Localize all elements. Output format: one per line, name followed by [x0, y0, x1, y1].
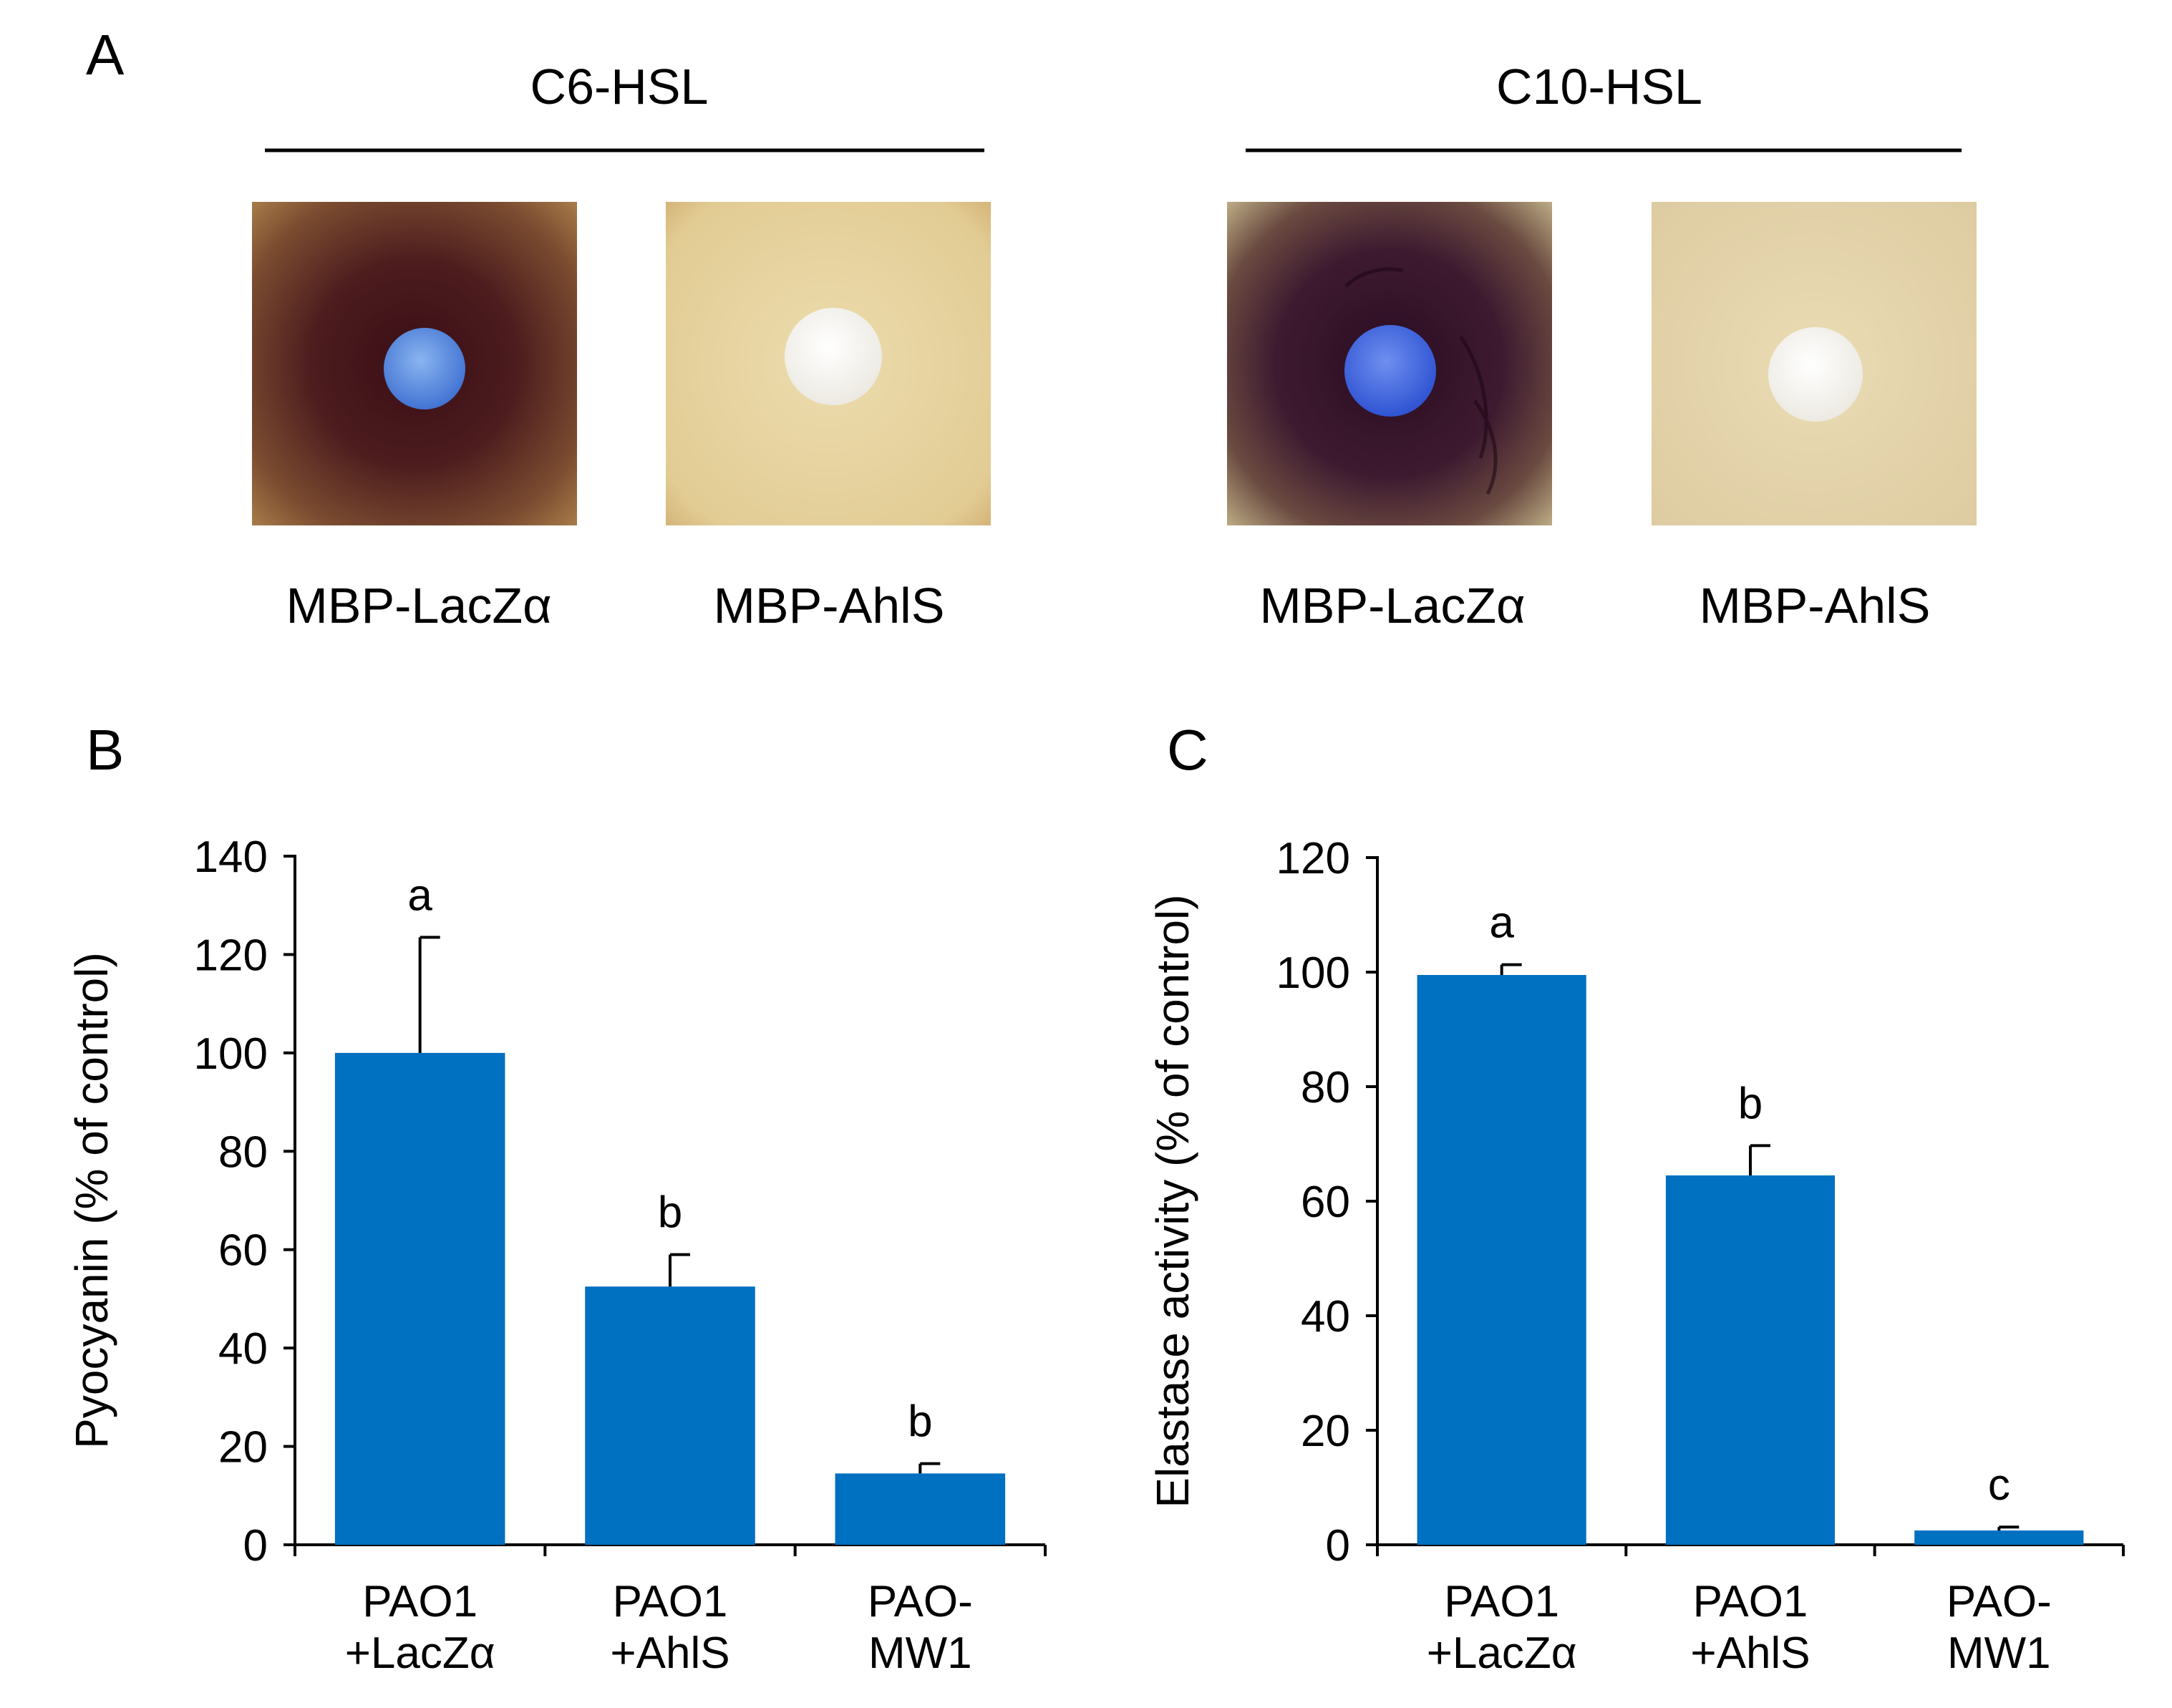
plate-label-c6-ahls: MBP-AhlS	[714, 578, 945, 634]
panel-a-label: A	[86, 23, 125, 87]
chart-c-bar-2	[1914, 1530, 2084, 1545]
chart-b-ytick-label-60: 60	[218, 1226, 268, 1276]
chart-c-ytick-label-0: 0	[1326, 1521, 1350, 1571]
chart-c-area: 0 20 40 60 80 100 120 Elastase activity (% of c…	[1147, 834, 2125, 1678]
chart-c-ytick-label-80: 80	[1301, 1063, 1350, 1112]
chart-b-ylabel: Pyocyanin (% of control)	[66, 952, 117, 1449]
chart-b-xcat-label-1-line2: +AhlS	[610, 1629, 729, 1678]
chart-c-bar-0	[1417, 975, 1586, 1545]
plate-label-c10-ahls: MBP-AhlS	[1700, 578, 1931, 634]
plate-c10-lacz-streaks	[1344, 267, 1498, 495]
chart-c-ytick-label-20: 20	[1301, 1407, 1350, 1456]
group-title-c6: C6-HSL	[530, 59, 709, 115]
chart-b-bar-0	[334, 1052, 505, 1545]
chart-c-sig-label-2: c	[1988, 1460, 2010, 1510]
chart-b-ytick-label-80: 80	[218, 1127, 268, 1177]
plate-c6-lacz	[252, 202, 577, 525]
chart-b-xcat-label-0-line2: +LacZα	[345, 1629, 495, 1678]
chart-c-xcat-label-2-line1: PAO-	[1946, 1577, 2052, 1626]
plate-c6-ahls-disc	[785, 308, 882, 405]
chart-c-xcat-label-1-line2: +AhlS	[1690, 1629, 1810, 1678]
chart-b-sig-label-0: a	[407, 870, 432, 920]
plate-c6-ahls	[666, 202, 991, 525]
group-c10-hsl: C10-HSL MBP-LacZα MBP-AhlS	[1227, 59, 1977, 634]
chart-c-sig-label-1: b	[1738, 1079, 1763, 1128]
chart-b-sig-label-1: b	[658, 1188, 682, 1238]
chart-c-ytick-label-40: 40	[1301, 1292, 1350, 1341]
plate-c10-lacz-disc	[1344, 325, 1436, 417]
chart-c-xcat-label-2-line2: MW1	[1947, 1629, 2051, 1678]
panel-b-chart: B 0 20 40 60 80 100 120 140 Pyocyanin (% of cont…	[66, 718, 1047, 1678]
chart-b-xcat-label-0-line1: PAO1	[362, 1577, 477, 1626]
chart-b-bar-1	[585, 1286, 755, 1545]
chart-c-ytick-label-120: 120	[1276, 834, 1350, 883]
chart-b-xcat-label-2-line2: MW1	[868, 1629, 972, 1678]
plate-label-c6-lacz: MBP-LacZα	[286, 578, 551, 634]
chart-b-ytick-label-120: 120	[194, 931, 268, 980]
plate-c10-ahls-disc	[1768, 327, 1863, 422]
chart-b-ytick-label-140: 140	[194, 833, 268, 882]
chart-c-bar-1	[1665, 1175, 1836, 1545]
plate-c6-lacz-disc	[384, 328, 465, 409]
panel-c-label: C	[1167, 718, 1208, 782]
plate-c10-ahls	[1652, 202, 1977, 525]
chart-c-ylabel: Elastase activity (% of control)	[1147, 894, 1198, 1508]
chart-b-xcat-label-2-line1: PAO-	[868, 1577, 973, 1626]
chart-c-sig-label-0: a	[1489, 898, 1514, 948]
chart-b-ytick-label-20: 20	[218, 1423, 268, 1472]
chart-b-sig-label-2: b	[908, 1397, 932, 1447]
plate-c10-lacz	[1227, 202, 1552, 525]
plate-label-c10-lacz: MBP-LacZα	[1259, 578, 1525, 634]
chart-b-ytick-label-100: 100	[194, 1029, 268, 1079]
chart-c-xcat-label-0-line2: +LacZα	[1427, 1629, 1577, 1678]
group-c6-hsl: C6-HSL MBP-LacZα MBP-AhlS	[252, 59, 991, 634]
chart-b-xcat-label-1-line1: PAO1	[613, 1577, 728, 1626]
panel-a: A C6-HSL MBP-LacZα MBP-AhlS C10-HSL	[86, 23, 1977, 634]
panel-c-chart: C 0 20 40 60 80 100 120 Elastase activity (% of…	[1147, 718, 2125, 1678]
chart-b-ytick-label-0: 0	[243, 1521, 268, 1571]
chart-b-area: 0 20 40 60 80 100 120 140 Pyocyanin (% of contro…	[66, 833, 1047, 1678]
chart-b-ytick-label-40: 40	[218, 1324, 268, 1374]
chart-c-xcat-label-0-line1: PAO1	[1444, 1577, 1559, 1626]
chart-c-ytick-label-60: 60	[1301, 1178, 1350, 1227]
chart-c-ytick-label-100: 100	[1276, 948, 1350, 998]
chart-b-bar-2	[835, 1473, 1006, 1545]
chart-c-xcat-label-1-line1: PAO1	[1693, 1577, 1808, 1626]
panel-b-label: B	[86, 718, 124, 782]
group-title-c10: C10-HSL	[1496, 59, 1702, 115]
